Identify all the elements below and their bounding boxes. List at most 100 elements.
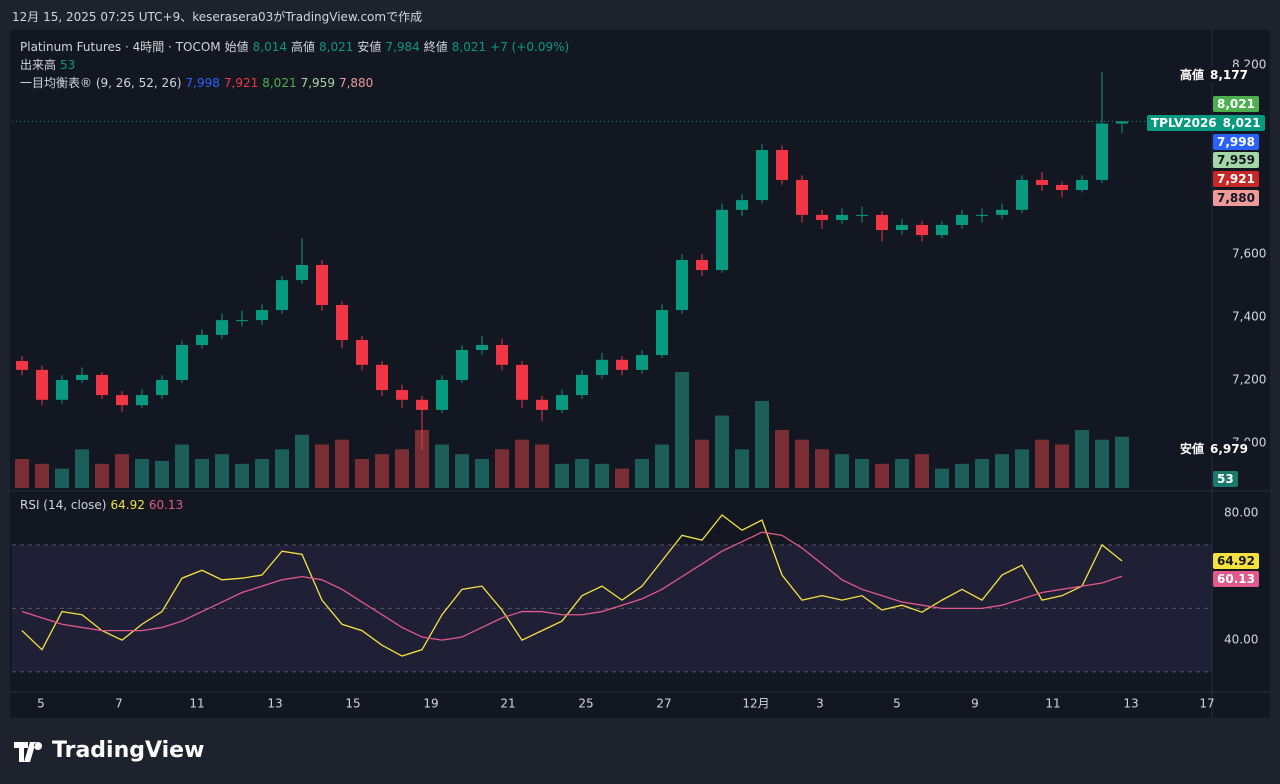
candle-body <box>76 374 88 380</box>
candle-body <box>256 310 268 321</box>
volume-bar <box>455 454 469 488</box>
candle-body <box>296 264 308 281</box>
ohlc-label: 高値 <box>291 40 316 54</box>
candle-body <box>1096 123 1108 180</box>
volume-bar <box>175 444 189 488</box>
volume-bar <box>215 454 229 488</box>
candle-body <box>696 259 708 271</box>
volume-bar <box>895 459 909 488</box>
candle-body <box>796 179 808 215</box>
x-tick-label: 17 <box>1199 697 1214 711</box>
candle-body <box>416 399 428 410</box>
volume-bar <box>735 449 749 488</box>
candle-body <box>636 355 648 370</box>
x-tick-label: 5 <box>37 697 45 711</box>
tag-value: 64.92 <box>1217 554 1255 568</box>
volume-bar <box>375 454 389 488</box>
volume-bar <box>855 459 869 488</box>
volume-bar <box>335 439 349 488</box>
rsi-line <box>21 514 1123 657</box>
tag-value: 6,979 <box>1210 442 1248 456</box>
candle-body <box>996 209 1008 215</box>
volume-bar <box>495 449 509 488</box>
candle-body <box>96 374 108 396</box>
ohlc-value: 8,021 <box>451 40 487 54</box>
ichimoku-value: 7,959 <box>300 76 335 90</box>
brand-name: TradingView <box>52 738 205 763</box>
candle-body <box>1036 179 1048 185</box>
candle-body <box>356 339 368 365</box>
candle-body <box>896 224 908 231</box>
volume-bar <box>575 459 589 488</box>
volume-bar <box>1095 439 1109 488</box>
candle-body <box>816 214 828 220</box>
volume-bar <box>1115 436 1129 488</box>
candle-body <box>36 369 48 400</box>
ichimoku-value: 8,021 <box>262 76 297 90</box>
candle-body <box>336 304 348 340</box>
price-tag: 7,921 <box>1213 171 1259 187</box>
candle-body <box>536 399 548 410</box>
tag-label: TPLV2026 <box>1151 116 1217 130</box>
ichimoku-value: 7,998 <box>185 76 220 90</box>
x-tick-label: 12月 <box>742 697 769 711</box>
candle-body <box>376 364 388 391</box>
tag-value: 8,021 <box>1217 97 1255 111</box>
price-tag: 安値 6,979 <box>1176 441 1252 457</box>
tag-value: 7,921 <box>1217 172 1255 186</box>
volume-bar <box>115 454 129 488</box>
candle-body <box>516 364 528 400</box>
x-tick-label: 13 <box>267 697 282 711</box>
ohlc-value: 7,984 <box>385 40 420 54</box>
volume-bar <box>1055 444 1069 488</box>
candle-body <box>196 334 208 345</box>
price-tag: 53 <box>1213 471 1238 487</box>
ohlc-value: 8,021 <box>319 40 354 54</box>
x-tick-label: 15 <box>345 697 360 711</box>
legend-rsi: RSI (14, close) 64.92 60.13 <box>20 498 187 512</box>
volume-bar <box>95 463 109 488</box>
volume-bar <box>135 459 149 488</box>
volume-bar <box>515 439 529 488</box>
price-tag: 8,021 <box>1213 96 1259 112</box>
volume-bar <box>155 460 169 488</box>
candle-body <box>1016 179 1028 210</box>
volume-bar <box>55 468 69 488</box>
volume-bar <box>35 463 49 488</box>
x-tick-label: 27 <box>656 697 671 711</box>
rsi-value: 64.92 <box>110 498 145 512</box>
tag-value: 8,177 <box>1210 68 1248 82</box>
candle-body <box>1056 184 1068 191</box>
tag-value: 7,959 <box>1217 153 1255 167</box>
volume-bar <box>1015 449 1029 488</box>
x-tick-label: 9 <box>971 697 979 711</box>
volume-bar <box>315 444 329 488</box>
candle-body <box>776 150 788 180</box>
candle-body <box>676 259 688 311</box>
ohlc-label: 終値 <box>423 40 448 54</box>
price-tag: 7,959 <box>1213 152 1259 168</box>
volume-bar <box>355 459 369 488</box>
rsi-line <box>21 531 1123 641</box>
volume-bar <box>75 449 89 488</box>
candle-body <box>596 359 608 375</box>
candle-body <box>876 214 888 231</box>
volume-bar <box>555 463 569 488</box>
ohlc-label: 始値 <box>224 40 249 54</box>
volume-bar <box>995 454 1009 488</box>
legend-ichimoku: 一目均衡表® (9, 26, 52, 26) 7,998 7,921 8,021 7,9… <box>20 74 377 91</box>
symbol-title: Platinum Futures · 4時間 · TOCOM <box>20 40 221 54</box>
x-tick-label: 19 <box>423 697 438 711</box>
rsi-tag: 64.92 <box>1213 553 1259 569</box>
tag-value: 53 <box>1217 472 1234 486</box>
x-tick-label: 11 <box>189 697 204 711</box>
brand-logo <box>14 742 43 762</box>
tag-value: 7,880 <box>1217 191 1255 205</box>
volume-bar <box>1035 439 1049 488</box>
ichimoku-value: 7,880 <box>338 76 374 90</box>
candle-body <box>576 374 588 396</box>
caption: 12月 15, 2025 07:25 UTC+9、keserasera03がTr… <box>12 10 423 24</box>
candle-body <box>716 209 728 271</box>
legend-main: Platinum Futures · 4時間 · TOCOM 始値 8,014 高値 8… <box>20 38 573 55</box>
x-tick-label: 11 <box>1045 697 1060 711</box>
